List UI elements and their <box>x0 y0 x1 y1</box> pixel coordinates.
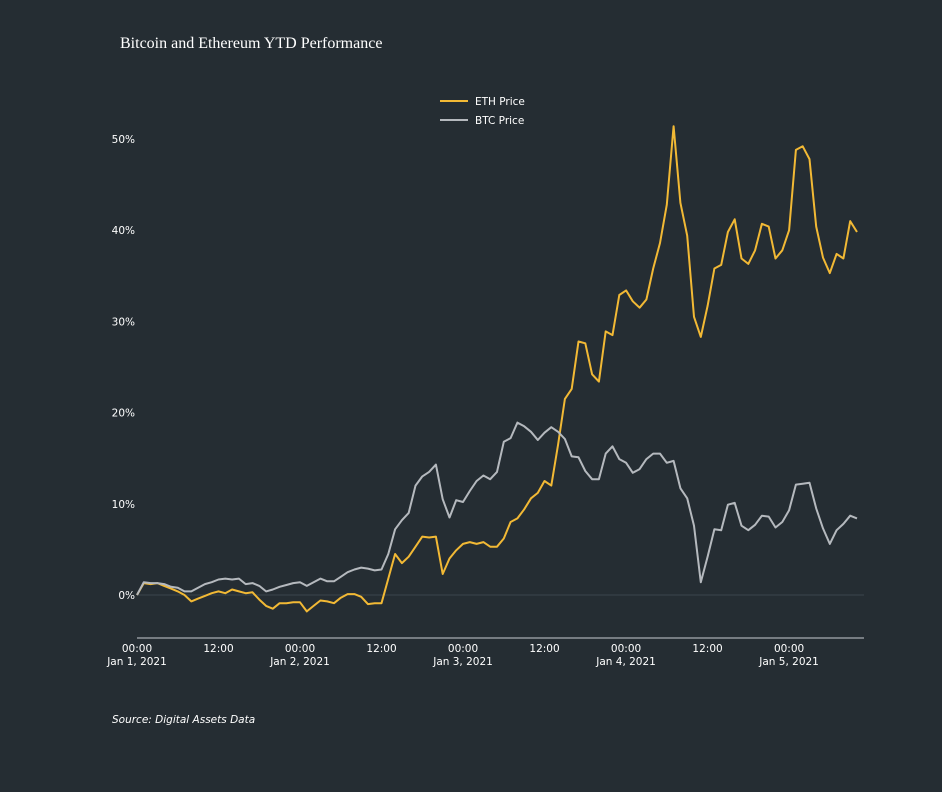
series-line-eth-price <box>136 125 858 613</box>
legend: ETH Price BTC Price <box>440 96 525 127</box>
x-tick-label: 12:00 <box>529 643 559 655</box>
x-tick-label: 00:00 <box>774 643 804 655</box>
series-lines <box>136 125 858 613</box>
source-note: Source: Digital Assets Data <box>112 714 256 726</box>
y-tick-label: 30% <box>112 316 135 328</box>
x-tick-label: 00:00 <box>611 643 641 655</box>
y-tick-label: 10% <box>112 499 135 511</box>
y-tick-label: 20% <box>112 408 135 420</box>
x-tick-date-label: Jan 4, 2021 <box>595 656 656 668</box>
x-tick-label: 12:00 <box>366 643 396 655</box>
legend-label: ETH Price <box>475 96 525 108</box>
x-tick-date-label: Jan 2, 2021 <box>269 656 330 668</box>
x-tick-label: 12:00 <box>692 643 722 655</box>
legend-label: BTC Price <box>475 115 524 127</box>
x-tick-date-label: Jan 3, 2021 <box>432 656 493 668</box>
x-tick-label: 12:00 <box>203 643 233 655</box>
series-line-btc-price <box>136 421 858 596</box>
y-tick-label: 40% <box>112 225 135 237</box>
chart-title: Bitcoin and Ethereum YTD Performance <box>120 35 383 52</box>
y-tick-label: 0% <box>118 590 135 602</box>
x-tick-label: 00:00 <box>285 643 315 655</box>
x-tick-label: 00:00 <box>122 643 152 655</box>
x-tick-date-label: Jan 1, 2021 <box>106 656 167 668</box>
y-tick-label: 50% <box>112 134 135 146</box>
x-tick-date-label: Jan 5, 2021 <box>758 656 819 668</box>
x-tick-label: 00:00 <box>448 643 478 655</box>
